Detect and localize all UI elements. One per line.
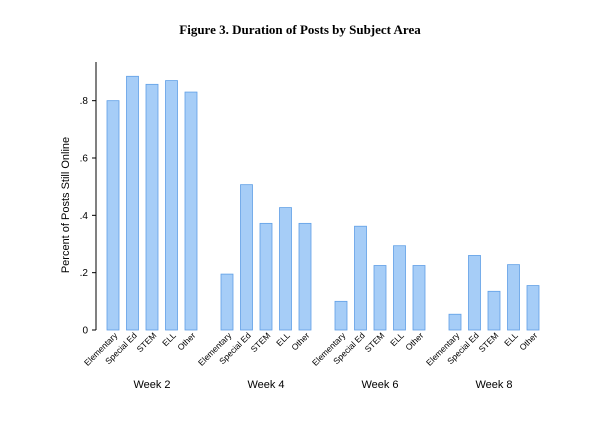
category-label: STEM: [363, 330, 387, 354]
bar-week-6-elementary: [334, 300, 348, 331]
group-label: Week 4: [247, 379, 284, 391]
group-label: Week 8: [475, 379, 512, 391]
bar-week-2-stem: [145, 83, 159, 331]
bars: [106, 75, 540, 331]
bar-week-6-ell: [393, 245, 406, 331]
bar-week-4-ell: [279, 207, 292, 331]
bar-week-2-other: [184, 91, 198, 331]
chart-title: Figure 3. Duration of Posts by Subject A…: [179, 22, 421, 37]
group-label: Week 6: [361, 379, 398, 391]
bar-week-6-special-ed: [354, 225, 367, 331]
bar-week-4-special-ed: [240, 184, 253, 331]
bar-week-6-stem: [373, 265, 387, 331]
category-label: STEM: [249, 330, 273, 354]
bar-week-8-ell: [507, 264, 520, 331]
bar-week-2-ell: [165, 80, 178, 331]
category-label: Other: [175, 330, 197, 352]
y-axis-ticks: 0 .2 .4 .6 .8: [80, 96, 96, 337]
bar-week-2-elementary: [106, 100, 120, 331]
bar-week-8-elementary: [448, 313, 462, 331]
y-axis-label: Percent of Posts Still Online: [60, 137, 72, 273]
bar-week-8-special-ed: [468, 255, 481, 331]
category-label: STEM: [477, 330, 501, 354]
bar-week-8-stem: [487, 290, 501, 331]
y-tick-label: .2: [80, 268, 89, 279]
bar-week-2-special-ed: [126, 75, 139, 331]
y-tick-label: .4: [80, 211, 89, 222]
bar-week-4-elementary: [220, 273, 234, 331]
bar-week-4-other: [298, 222, 312, 331]
bar-week-4-stem: [259, 222, 273, 331]
y-tick-label: .8: [80, 96, 89, 107]
y-tick-label: .6: [80, 154, 89, 165]
y-tick-label: 0: [82, 326, 88, 337]
category-label: Other: [403, 330, 425, 352]
category-label: Other: [289, 330, 311, 352]
bar-week-8-other: [526, 285, 540, 331]
group-label: Week 2: [133, 379, 170, 391]
bar-week-6-other: [412, 265, 426, 331]
category-label: Other: [517, 330, 539, 352]
category-label: STEM: [135, 330, 159, 354]
